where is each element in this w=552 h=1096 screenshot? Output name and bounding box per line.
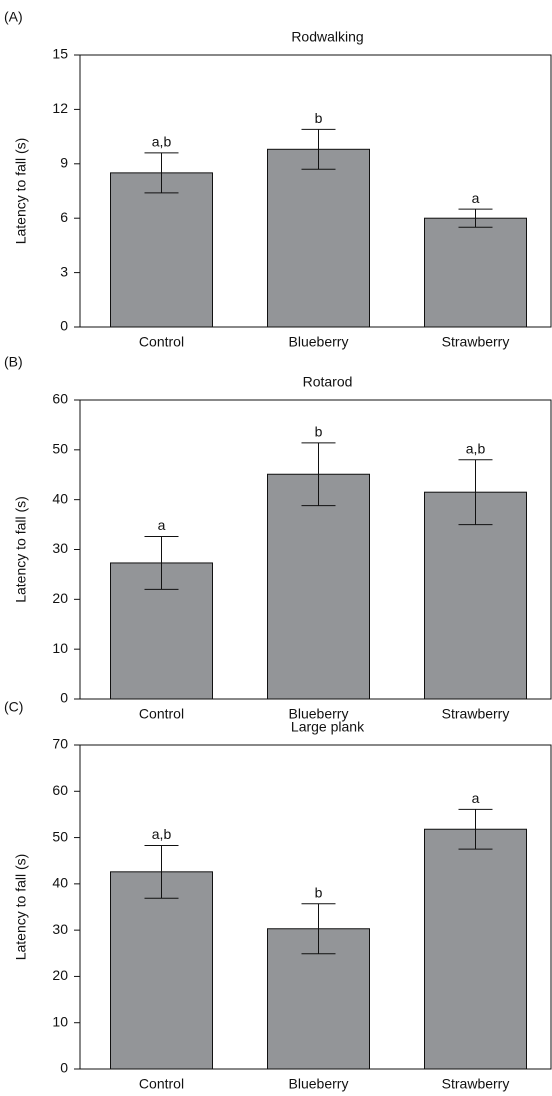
y-tick-label: 40 <box>52 875 68 891</box>
plot-frame <box>79 54 552 328</box>
y-tick-label: 9 <box>60 155 68 171</box>
y-tick-label: 6 <box>60 209 68 225</box>
panel-label: (B) <box>4 354 23 370</box>
panel-label: (C) <box>4 699 23 715</box>
significance-letter: a,b <box>152 134 172 150</box>
y-tick-label: 70 <box>52 736 68 752</box>
x-tick-label: Control <box>139 334 184 350</box>
significance-letter: a,b <box>152 826 172 842</box>
x-tick-label: Blueberry <box>289 706 349 722</box>
y-tick-label: 60 <box>52 391 68 407</box>
y-tick-label: 0 <box>60 318 68 334</box>
x-tick-label: Strawberry <box>442 334 510 350</box>
y-tick-label: 30 <box>52 540 68 556</box>
y-tick-label: 20 <box>52 590 68 606</box>
x-tick-label: Control <box>139 1076 184 1092</box>
y-tick-label: 50 <box>52 828 68 844</box>
y-tick-label: 40 <box>52 490 68 506</box>
significance-letter: a <box>472 190 480 206</box>
bar <box>424 217 527 328</box>
bar <box>267 148 370 328</box>
y-tick-label: 10 <box>52 1013 68 1029</box>
y-axis-title: Latency to fall (s) <box>13 854 29 961</box>
bar <box>267 473 370 700</box>
chart-title: Rodwalking <box>291 29 363 45</box>
significance-letter: b <box>315 884 323 900</box>
plot-frame <box>79 744 552 1070</box>
significance-letter: a,b <box>466 441 486 457</box>
y-tick-label: 15 <box>52 46 68 62</box>
y-tick-label: 0 <box>60 1060 68 1076</box>
x-tick-label: Blueberry <box>289 334 349 350</box>
y-tick-label: 10 <box>52 640 68 656</box>
chart-title: Large plank <box>291 719 365 735</box>
significance-letter: a <box>472 790 480 806</box>
panel-label: (A) <box>4 9 23 25</box>
y-tick-label: 20 <box>52 967 68 983</box>
plot-frame <box>79 399 552 700</box>
significance-letter: b <box>315 110 323 126</box>
bar <box>424 491 527 700</box>
bar <box>424 828 527 1070</box>
bar <box>110 172 213 328</box>
chart-title: Rotarod <box>303 374 353 390</box>
x-tick-label: Control <box>139 706 184 722</box>
x-tick-label: Strawberry <box>442 706 510 722</box>
y-axis-title: Latency to fall (s) <box>13 496 29 603</box>
y-axis-title: Latency to fall (s) <box>13 138 29 245</box>
y-tick-label: 0 <box>60 690 68 706</box>
x-tick-label: Strawberry <box>442 1076 510 1092</box>
y-tick-label: 3 <box>60 263 68 279</box>
bar <box>110 871 213 1070</box>
x-tick-label: Blueberry <box>289 1076 349 1092</box>
y-tick-label: 12 <box>52 100 68 116</box>
significance-letter: a <box>158 517 166 533</box>
y-tick-label: 50 <box>52 441 68 457</box>
y-tick-label: 60 <box>52 782 68 798</box>
y-tick-label: 30 <box>52 921 68 937</box>
significance-letter: b <box>315 424 323 440</box>
